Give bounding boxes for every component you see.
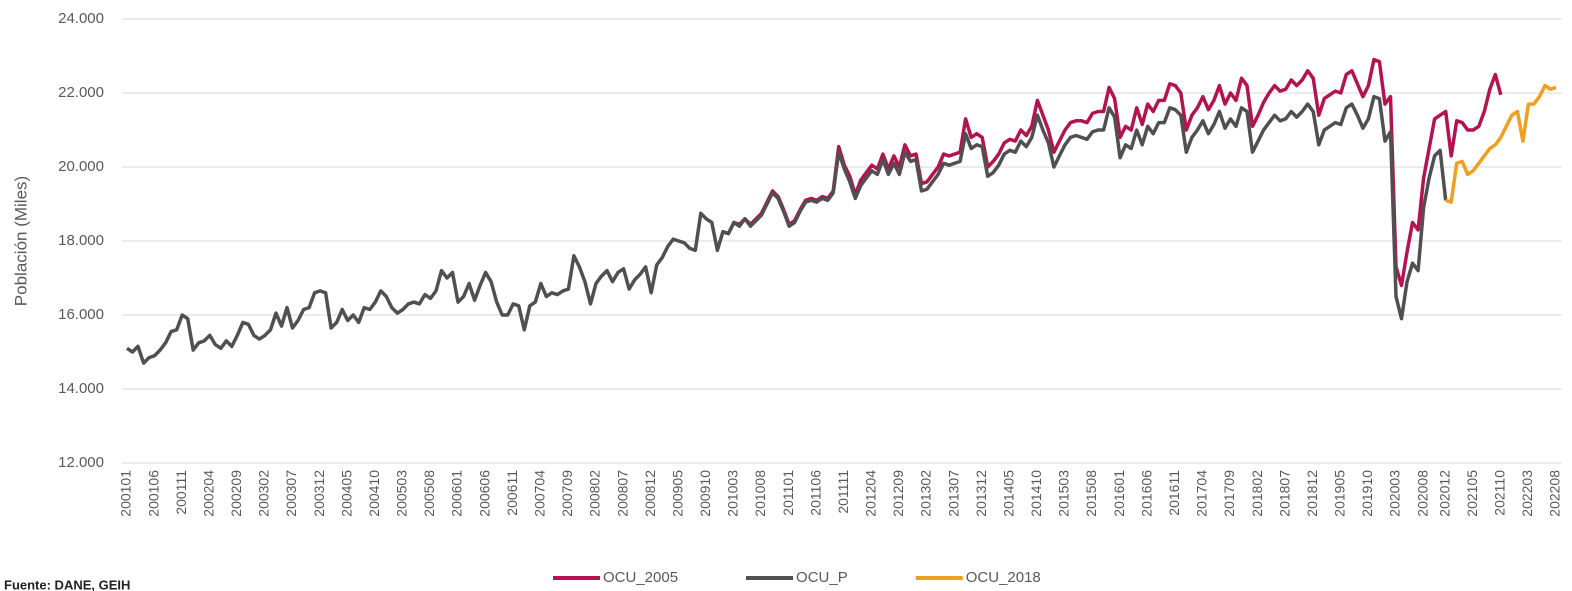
x-tick-label: 201704 xyxy=(1194,470,1210,517)
x-tick-label: 201209 xyxy=(890,470,906,517)
x-tick-label: 201611 xyxy=(1166,470,1182,516)
x-tick-label: 202110 xyxy=(1492,470,1508,516)
x-tick-label: 201312 xyxy=(973,470,989,517)
x-tick-label: 202208 xyxy=(1547,470,1563,517)
x-tick-label: 200807 xyxy=(614,470,630,517)
x-tick-label: 202012 xyxy=(1436,470,1452,517)
x-tick-label: 200704 xyxy=(532,470,548,517)
x-tick-label: 201111 xyxy=(835,470,851,514)
series-line xyxy=(722,57,1503,288)
x-tick-label: 201003 xyxy=(725,470,741,517)
x-tick-label: 200405 xyxy=(338,470,354,517)
y-tick-label: 24.000 xyxy=(58,10,104,27)
x-tick-label: 201508 xyxy=(1083,470,1099,517)
x-tick-label: 201802 xyxy=(1249,470,1265,517)
x-tick-label: 201008 xyxy=(752,470,768,517)
source-note: Fuente: DANE, GEIH xyxy=(4,577,130,591)
x-tick-label: 200410 xyxy=(366,470,382,517)
x-tick-label: 200204 xyxy=(200,470,216,517)
x-tick-label: 201807 xyxy=(1276,470,1292,517)
x-tick-label: 200503 xyxy=(394,470,410,517)
x-tick-label: 200209 xyxy=(228,470,244,517)
x-tick-label: 202105 xyxy=(1464,470,1480,517)
x-tick-label: 202008 xyxy=(1414,470,1430,517)
x-tick-label: 201307 xyxy=(945,470,961,517)
x-tick-label: 200312 xyxy=(311,470,327,517)
x-tick-label: 201405 xyxy=(1000,470,1016,517)
x-tick-label: 200905 xyxy=(669,470,685,517)
legend-label: OCU_P xyxy=(796,569,848,586)
x-tick-label: 201905 xyxy=(1332,470,1348,517)
x-tick-label: 200101 xyxy=(118,470,134,517)
x-tick-label: 201812 xyxy=(1304,470,1320,517)
series-line xyxy=(1445,83,1557,204)
x-tick-label: 201910 xyxy=(1359,470,1375,517)
x-tick-label: 201106 xyxy=(807,470,823,516)
series-line xyxy=(126,94,1448,365)
x-tick-label: 201101 xyxy=(780,470,796,516)
legend-label: OCU_2005 xyxy=(603,569,678,586)
x-tick-label: 201302 xyxy=(918,470,934,517)
x-tick-label: 200508 xyxy=(421,470,437,517)
y-axis-label: Población (Miles) xyxy=(11,176,30,306)
x-tick-label: 201606 xyxy=(1138,470,1154,517)
y-tick-label: 20.000 xyxy=(58,158,104,175)
x-tick-label: 200307 xyxy=(283,470,299,517)
x-tick-label: 200812 xyxy=(642,470,658,517)
x-tick-label: 200302 xyxy=(256,470,272,517)
x-tick-label: 201709 xyxy=(1221,470,1237,517)
x-tick-label: 200709 xyxy=(559,470,575,517)
x-tick-label: 200601 xyxy=(449,470,465,517)
x-tick-label: 200611 xyxy=(504,470,520,516)
legend-label: OCU_2018 xyxy=(966,569,1041,586)
y-tick-label: 16.000 xyxy=(58,306,104,323)
x-tick-label: 200802 xyxy=(587,470,603,517)
y-tick-label: 18.000 xyxy=(58,232,104,249)
x-tick-label: 201410 xyxy=(1028,470,1044,517)
x-tick-label: 200910 xyxy=(697,470,713,517)
x-tick-label: 202003 xyxy=(1387,470,1403,517)
y-tick-label: 14.000 xyxy=(58,380,104,397)
x-tick-label: 201204 xyxy=(863,470,879,517)
x-tick-label: 201503 xyxy=(1056,470,1072,517)
x-tick-label: 200106 xyxy=(145,470,161,517)
y-tick-label: 12.000 xyxy=(58,454,104,471)
x-tick-label: 200606 xyxy=(476,470,492,517)
y-tick-label: 22.000 xyxy=(58,84,104,101)
x-tick-label: 201601 xyxy=(1111,470,1127,517)
x-tick-label: 202203 xyxy=(1519,470,1535,517)
x-tick-label: 200111 xyxy=(173,470,189,515)
